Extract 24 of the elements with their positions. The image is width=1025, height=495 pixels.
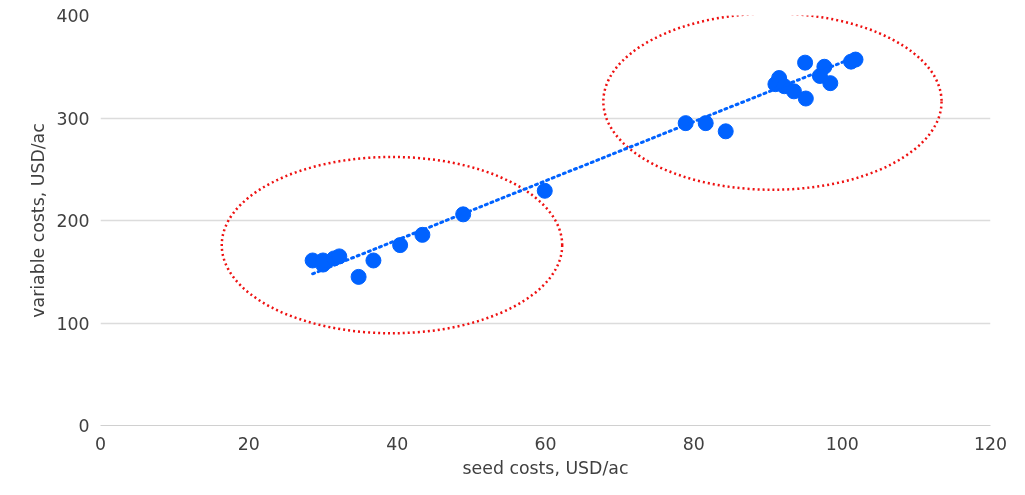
x-axis-title: seed costs, USD/ac: [462, 457, 629, 478]
point: [365, 252, 382, 269]
x-tick-label: 20: [237, 433, 260, 454]
x-tick-label: 120: [973, 433, 1008, 454]
point: [797, 54, 814, 71]
y-tick-label: 400: [56, 6, 90, 26]
y-tick-label: 0: [78, 416, 90, 436]
point: [697, 115, 714, 132]
x-tick-label: 80: [682, 433, 705, 454]
point: [785, 83, 802, 100]
y-tick-label: 100: [56, 313, 90, 334]
point: [536, 182, 553, 199]
point: [350, 268, 367, 285]
x-tick-label: 60: [534, 433, 557, 454]
x-tick-label: 40: [386, 433, 409, 454]
y-tick-label: 300: [56, 108, 90, 129]
x-tick-label: 0: [94, 433, 107, 454]
point: [331, 248, 348, 265]
y-tick-label: 200: [56, 211, 90, 231]
y-axis-title: variable costs, USD/ac: [28, 123, 49, 318]
x-tick-label: 100: [825, 433, 859, 454]
point: [797, 90, 814, 107]
point: [822, 75, 839, 92]
point: [717, 123, 734, 140]
